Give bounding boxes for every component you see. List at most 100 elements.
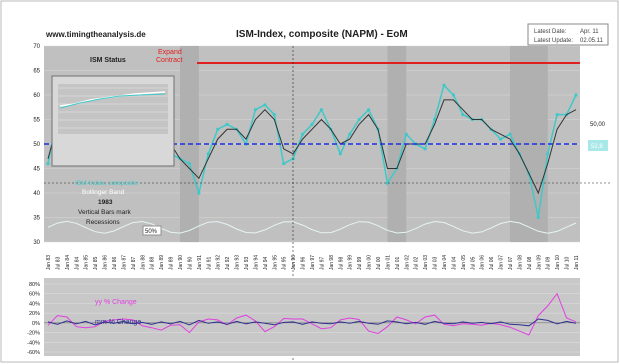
x-tick-label: Jul 91 bbox=[206, 256, 212, 270]
ism-point bbox=[282, 162, 286, 166]
right-badge bbox=[588, 140, 608, 151]
y-tick-label: 35 bbox=[33, 216, 40, 222]
series-yy-change bbox=[47, 292, 577, 336]
x-tick-label: Jul 04 bbox=[451, 256, 457, 270]
right-value: 50,00 bbox=[590, 122, 606, 128]
change-y-tick-label: 60% bbox=[29, 292, 40, 298]
pct-label: 50% bbox=[145, 229, 158, 235]
ism-point bbox=[253, 108, 258, 112]
ism-point bbox=[272, 113, 276, 117]
x-tick-label: Jan 91 bbox=[197, 255, 203, 270]
change-y-tick-label: 80% bbox=[29, 282, 40, 288]
y-tick-label: 60 bbox=[33, 93, 40, 99]
x-tick-label: Jul 02 bbox=[414, 256, 420, 270]
inset-smoothed bbox=[59, 93, 166, 109]
x-tick-label: Jan 92 bbox=[216, 255, 222, 270]
x-tick-label: Jul 85 bbox=[93, 256, 99, 270]
ism-point bbox=[442, 83, 446, 87]
x-tick-label: Jan 84 bbox=[65, 255, 71, 270]
ism-point bbox=[197, 191, 201, 195]
inset-title: ISM Status bbox=[90, 57, 126, 64]
series-mm-change bbox=[47, 318, 577, 327]
mm-change-label: mm % Change bbox=[95, 319, 141, 326]
ism-point bbox=[357, 117, 361, 122]
change-y-tick-label: 0% bbox=[32, 321, 40, 327]
ism-point bbox=[385, 181, 390, 185]
legend-band: Bollinger Band bbox=[82, 189, 125, 196]
x-tick-label: Jan 94 bbox=[253, 255, 259, 270]
yy-change-label: yy % Change bbox=[95, 299, 137, 306]
x-tick-label: Jul 97 bbox=[319, 256, 325, 270]
x-tick-label: Jul 96 bbox=[301, 256, 307, 270]
ism-point bbox=[461, 113, 465, 117]
ism-point bbox=[310, 122, 314, 126]
x-tick-label: Jan 06 bbox=[480, 255, 486, 270]
x-tick-label: Jul 88 bbox=[150, 256, 156, 270]
x-tick-label: Jan 10 bbox=[555, 255, 561, 270]
ism-point bbox=[46, 162, 50, 166]
x-tick-label: Jul 84 bbox=[74, 256, 80, 270]
change-y-tick-label: 40% bbox=[29, 301, 40, 307]
x-tick-label: Jul 83 bbox=[55, 256, 61, 270]
x-tick-label: Jan 86 bbox=[103, 255, 109, 270]
ism-point bbox=[187, 162, 192, 166]
x-tick-label: Jan 02 bbox=[404, 255, 410, 270]
right-badge-text: 52,8 bbox=[591, 144, 603, 150]
contract-label: Contract bbox=[156, 57, 183, 64]
x-tick-label: Jan 05 bbox=[461, 255, 467, 270]
y-tick-label: 70 bbox=[33, 44, 40, 50]
x-tick-label: Jul 86 bbox=[112, 256, 118, 270]
ism-point bbox=[498, 137, 503, 141]
x-tick-label: Jan 95 bbox=[272, 255, 278, 270]
x-tick-label: Jan 93 bbox=[235, 255, 241, 270]
ism-point bbox=[206, 152, 210, 156]
y-tick-label: 55 bbox=[33, 118, 40, 124]
ism-point bbox=[451, 93, 456, 97]
x-tick-label: Jul 08 bbox=[527, 256, 533, 270]
x-tick-label: Jan 11 bbox=[574, 255, 580, 270]
ism-point bbox=[536, 215, 540, 220]
legend-year: 1983 bbox=[98, 199, 113, 206]
y-tick-label: 40 bbox=[33, 191, 40, 197]
x-tick-label: Jan 03 bbox=[423, 255, 429, 270]
legend-recession-1: Vertical Bars mark bbox=[78, 209, 131, 216]
x-tick-label: Jul 87 bbox=[131, 256, 137, 270]
x-tick-label: Jul 90 bbox=[187, 256, 193, 270]
latest-update-label: Latest Update: bbox=[534, 38, 573, 44]
date-box bbox=[527, 23, 609, 46]
series-width bbox=[47, 220, 577, 234]
x-tick-label: Jan 89 bbox=[159, 255, 165, 270]
ism-point bbox=[366, 108, 371, 112]
change-y-tick-label: -20% bbox=[27, 331, 40, 337]
x-tick-label: Jan 85 bbox=[84, 255, 90, 270]
ism-point bbox=[225, 122, 229, 126]
latest-update-value: 02.05.11 bbox=[580, 38, 604, 44]
ism-point bbox=[574, 93, 578, 97]
change-y-tick-label: -60% bbox=[27, 350, 40, 356]
x-tick-label: Jan 90 bbox=[178, 255, 184, 270]
x-tick-label: Jul 07 bbox=[508, 256, 514, 270]
ism-point bbox=[432, 117, 437, 122]
x-tick-label: Jul 09 bbox=[546, 256, 552, 270]
x-tick-label: Jul 06 bbox=[489, 256, 495, 270]
ism-point bbox=[348, 132, 352, 136]
ism-point bbox=[508, 132, 512, 136]
ism-point bbox=[404, 132, 408, 136]
y-tick-label: 45 bbox=[33, 167, 40, 173]
pct-box bbox=[142, 225, 162, 236]
ism-point bbox=[338, 152, 342, 156]
x-tick-label: Jan 83 bbox=[46, 255, 52, 270]
ism-point bbox=[300, 132, 305, 136]
inset-plot bbox=[58, 84, 168, 134]
ism-point bbox=[555, 113, 559, 117]
x-tick-label: Jan 08 bbox=[517, 255, 523, 270]
x-tick-label: Jan 09 bbox=[536, 255, 542, 270]
ism-point bbox=[319, 108, 324, 112]
x-tick-label: Jul 99 bbox=[357, 256, 363, 270]
y-tick-label: 65 bbox=[33, 69, 40, 75]
website-label: www.timingtheanalysis.de bbox=[45, 30, 146, 39]
x-tick-label: Jan 97 bbox=[310, 255, 316, 270]
ism-point bbox=[263, 103, 267, 107]
x-tick-label: Jul 93 bbox=[244, 256, 250, 270]
x-tick-label: Jan 04 bbox=[442, 255, 448, 270]
